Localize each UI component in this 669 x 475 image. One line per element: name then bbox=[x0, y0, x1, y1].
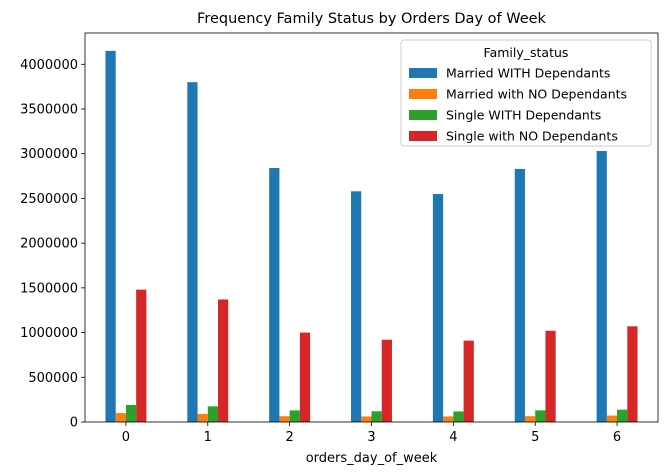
x-tick-label: 2 bbox=[286, 430, 294, 445]
legend-label-0: Married WITH Dependants bbox=[446, 66, 610, 81]
bar-series-2-cat-1 bbox=[207, 406, 219, 422]
bar-series-2-cat-3 bbox=[371, 411, 382, 422]
legend-title: Family_status bbox=[484, 45, 569, 60]
bar-series-3-cat-6 bbox=[627, 326, 638, 422]
legend-label-2: Single WITH Dependants bbox=[446, 108, 601, 123]
legend-label-3: Single with NO Dependants bbox=[446, 129, 618, 144]
y-tick-label: 2500000 bbox=[20, 192, 78, 207]
y-tick-label: 4000000 bbox=[20, 58, 78, 73]
y-tick-label: 500000 bbox=[28, 371, 78, 386]
y-tick-label: 2000000 bbox=[20, 237, 78, 252]
bar-series-1-cat-2 bbox=[279, 416, 290, 422]
legend-swatch-2 bbox=[409, 110, 437, 120]
bar-series-3-cat-1 bbox=[218, 299, 229, 422]
y-tick-label: 1500000 bbox=[20, 281, 78, 296]
bars-group bbox=[105, 50, 638, 423]
bar-series-3-cat-4 bbox=[463, 340, 474, 422]
x-tick-label: 0 bbox=[122, 430, 130, 445]
y-tick-label: 3500000 bbox=[20, 103, 78, 118]
bar-series-0-cat-6 bbox=[596, 151, 607, 422]
bar-series-2-cat-4 bbox=[453, 411, 464, 422]
bar-series-0-cat-0 bbox=[105, 50, 116, 422]
bar-series-0-cat-2 bbox=[269, 168, 280, 422]
bar-series-3-cat-2 bbox=[299, 332, 311, 422]
bar-series-1-cat-1 bbox=[197, 413, 208, 422]
y-tick-label: 3000000 bbox=[20, 147, 78, 162]
bar-series-0-cat-3 bbox=[351, 191, 362, 422]
bar-series-1-cat-4 bbox=[443, 416, 454, 422]
legend: Family_status Married WITH Dependants Mar… bbox=[400, 39, 652, 147]
x-tick-label: 3 bbox=[367, 430, 375, 445]
bar-series-0-cat-5 bbox=[514, 168, 525, 422]
bar-series-0-cat-4 bbox=[432, 193, 444, 422]
bar-series-2-cat-2 bbox=[289, 410, 300, 422]
legend-label-1: Married with NO Dependants bbox=[446, 87, 627, 102]
legend-swatch-3 bbox=[409, 131, 437, 141]
bar-series-2-cat-0 bbox=[125, 405, 137, 422]
legend-swatch-1 bbox=[409, 89, 437, 99]
bar-series-3-cat-3 bbox=[381, 339, 392, 422]
bar-series-1-cat-0 bbox=[115, 413, 126, 422]
y-tick-label: 0 bbox=[70, 416, 78, 431]
bar-series-1-cat-6 bbox=[606, 415, 618, 422]
bar-series-2-cat-6 bbox=[617, 409, 628, 422]
legend-box bbox=[400, 39, 652, 147]
bar-series-1-cat-3 bbox=[361, 416, 372, 422]
bar-series-3-cat-0 bbox=[136, 289, 147, 422]
x-axis-title: orders_day_of_week bbox=[306, 451, 438, 466]
x-tick-label: 5 bbox=[531, 430, 539, 445]
x-tick-label: 4 bbox=[449, 430, 457, 445]
chart-title: Frequency Family Status by Orders Day of… bbox=[197, 11, 547, 27]
bar-series-0-cat-1 bbox=[187, 82, 198, 423]
x-tick-label: 1 bbox=[204, 430, 212, 445]
bar-series-3-cat-5 bbox=[545, 330, 556, 422]
y-tick-label: 1000000 bbox=[20, 326, 78, 341]
bar-series-2-cat-5 bbox=[535, 410, 546, 422]
legend-swatch-0 bbox=[409, 68, 437, 78]
bar-series-1-cat-5 bbox=[524, 416, 536, 422]
x-tick-label: 6 bbox=[613, 430, 621, 445]
